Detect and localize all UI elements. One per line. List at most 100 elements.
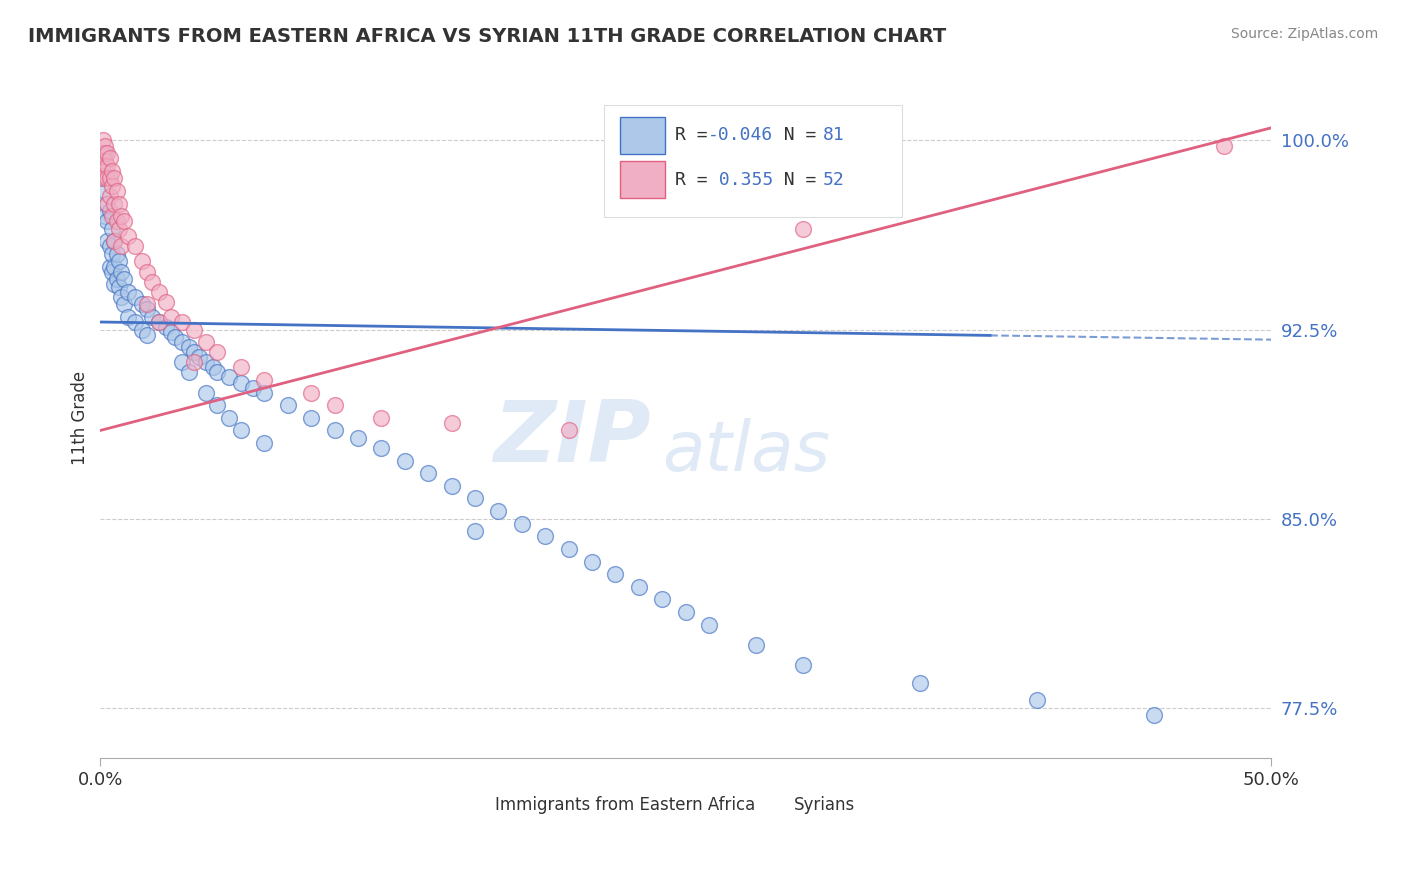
Point bbox=[124, 315, 146, 329]
Point bbox=[91, 133, 114, 147]
Point bbox=[183, 322, 205, 336]
Point bbox=[105, 214, 128, 228]
FancyBboxPatch shape bbox=[620, 117, 665, 153]
Point bbox=[148, 315, 170, 329]
Point bbox=[172, 315, 194, 329]
Point bbox=[94, 184, 117, 198]
Point bbox=[108, 221, 131, 235]
Point bbox=[323, 398, 346, 412]
Point bbox=[440, 479, 463, 493]
Point bbox=[207, 345, 229, 359]
Point bbox=[136, 327, 159, 342]
Point bbox=[1026, 693, 1049, 707]
Text: Immigrants from Eastern Africa: Immigrants from Eastern Africa bbox=[495, 797, 755, 814]
Text: -0.046: -0.046 bbox=[709, 127, 773, 145]
Point bbox=[98, 189, 121, 203]
Point bbox=[103, 235, 125, 249]
Point bbox=[155, 320, 177, 334]
Point bbox=[253, 436, 276, 450]
Point bbox=[91, 146, 114, 161]
Text: N =: N = bbox=[762, 127, 827, 145]
Point bbox=[112, 272, 135, 286]
Point bbox=[277, 398, 299, 412]
Point bbox=[165, 330, 187, 344]
Point bbox=[183, 355, 205, 369]
Point bbox=[347, 431, 370, 445]
Point bbox=[101, 209, 124, 223]
Text: 52: 52 bbox=[823, 170, 845, 188]
Point bbox=[103, 235, 125, 249]
Point bbox=[229, 376, 252, 390]
Point bbox=[131, 297, 153, 311]
Point bbox=[110, 264, 132, 278]
Point bbox=[98, 171, 121, 186]
Text: R =: R = bbox=[675, 127, 718, 145]
Point bbox=[103, 196, 125, 211]
Point bbox=[557, 541, 579, 556]
Point bbox=[1143, 708, 1166, 723]
Point bbox=[98, 204, 121, 219]
Y-axis label: 11th Grade: 11th Grade bbox=[72, 371, 89, 465]
Point bbox=[534, 529, 557, 543]
Point bbox=[253, 373, 276, 387]
Point bbox=[108, 254, 131, 268]
Point bbox=[792, 657, 814, 672]
Point bbox=[207, 366, 229, 380]
Text: 81: 81 bbox=[823, 127, 845, 145]
Point bbox=[108, 279, 131, 293]
Point bbox=[440, 416, 463, 430]
Point bbox=[101, 178, 124, 193]
Point bbox=[141, 275, 163, 289]
Text: atlas: atlas bbox=[662, 418, 831, 485]
FancyBboxPatch shape bbox=[620, 161, 665, 198]
Point bbox=[91, 171, 114, 186]
Point bbox=[148, 315, 170, 329]
Point bbox=[117, 285, 139, 299]
Point bbox=[96, 159, 118, 173]
Point bbox=[323, 424, 346, 438]
Point bbox=[229, 360, 252, 375]
Point bbox=[172, 335, 194, 350]
Point bbox=[131, 254, 153, 268]
Point bbox=[510, 516, 533, 531]
Point bbox=[91, 171, 114, 186]
Point bbox=[745, 638, 768, 652]
Point bbox=[299, 385, 322, 400]
Text: ZIP: ZIP bbox=[494, 397, 651, 480]
Point bbox=[394, 453, 416, 467]
Point bbox=[675, 605, 697, 619]
Point bbox=[103, 171, 125, 186]
Point bbox=[141, 310, 163, 324]
Point bbox=[792, 221, 814, 235]
Point bbox=[136, 297, 159, 311]
Point bbox=[194, 335, 217, 350]
Point bbox=[159, 325, 181, 339]
Point bbox=[464, 524, 486, 539]
Point bbox=[155, 294, 177, 309]
Point bbox=[94, 153, 117, 168]
Point bbox=[207, 398, 229, 412]
Point bbox=[110, 239, 132, 253]
Point bbox=[98, 260, 121, 274]
Point bbox=[581, 554, 603, 568]
Point bbox=[94, 163, 117, 178]
Point bbox=[159, 310, 181, 324]
Point bbox=[98, 151, 121, 165]
Point bbox=[179, 366, 201, 380]
Point bbox=[136, 302, 159, 317]
Text: 0.355: 0.355 bbox=[709, 170, 773, 188]
Point bbox=[136, 264, 159, 278]
Text: Source: ZipAtlas.com: Source: ZipAtlas.com bbox=[1230, 27, 1378, 41]
Point bbox=[91, 159, 114, 173]
Point bbox=[94, 146, 117, 161]
Point bbox=[194, 385, 217, 400]
Text: N =: N = bbox=[762, 170, 827, 188]
FancyBboxPatch shape bbox=[754, 791, 787, 816]
Point bbox=[105, 247, 128, 261]
Point bbox=[124, 239, 146, 253]
Point bbox=[194, 355, 217, 369]
Point bbox=[218, 410, 240, 425]
Point bbox=[172, 355, 194, 369]
Point bbox=[103, 277, 125, 292]
Point bbox=[101, 247, 124, 261]
